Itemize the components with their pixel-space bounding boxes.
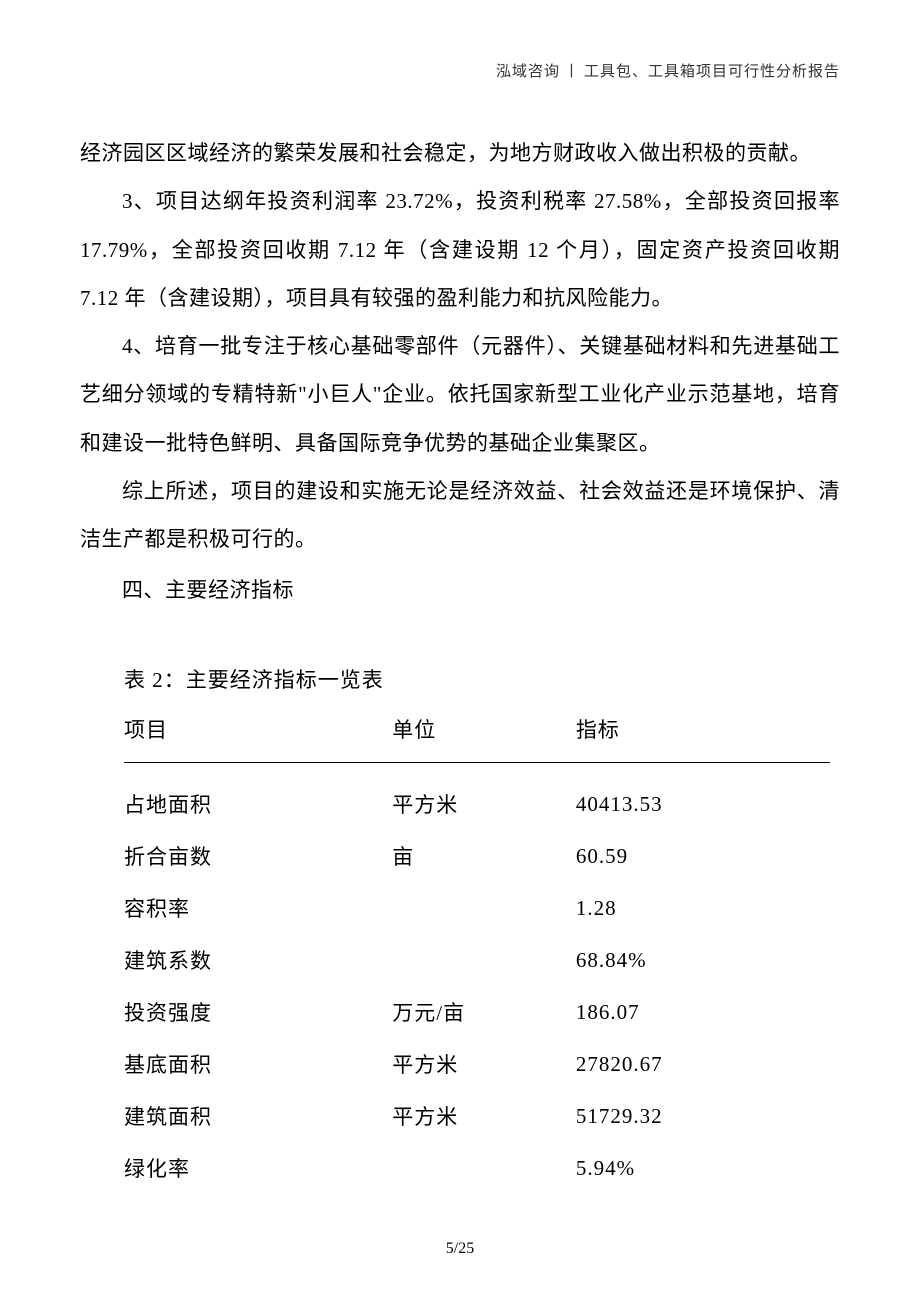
cell-item: 建筑系数 xyxy=(124,934,392,986)
table-row: 建筑系数 68.84% xyxy=(124,934,830,986)
cell-item: 容积率 xyxy=(124,882,392,934)
cell-item: 基底面积 xyxy=(124,1038,392,1090)
cell-unit xyxy=(392,882,576,934)
table-body: 占地面积 平方米 40413.53 折合亩数 亩 60.59 容积率 1.28 … xyxy=(124,763,830,1195)
document-page: 泓域咨询丨工具包、工具箱项目可行性分析报告 经济园区区域经济的繁荣发展和社会稳定… xyxy=(0,0,920,1302)
cell-item: 绿化率 xyxy=(124,1142,392,1194)
cell-value: 27820.67 xyxy=(576,1038,830,1090)
cell-unit xyxy=(392,934,576,986)
cell-item: 折合亩数 xyxy=(124,830,392,882)
col-header-item: 项目 xyxy=(124,704,392,763)
col-header-unit: 单位 xyxy=(392,704,576,763)
table-caption: 表 2：主要经济指标一览表 xyxy=(124,656,830,704)
page-footer: 5/25 xyxy=(0,1240,920,1258)
page-total: 25 xyxy=(458,1240,474,1257)
table-row: 投资强度 万元/亩 186.07 xyxy=(124,986,830,1038)
header-doc-title: 工具包、工具箱项目可行性分析报告 xyxy=(584,64,840,80)
header-company: 泓域咨询 xyxy=(496,64,560,80)
table-header-row: 项目 单位 指标 xyxy=(124,704,830,763)
table-row: 建筑面积 平方米 51729.32 xyxy=(124,1090,830,1142)
cell-item: 投资强度 xyxy=(124,986,392,1038)
page-number: 5 xyxy=(446,1240,454,1257)
cell-item: 占地面积 xyxy=(124,763,392,831)
table-row: 占地面积 平方米 40413.53 xyxy=(124,763,830,831)
cell-value: 60.59 xyxy=(576,830,830,882)
paragraph-continuation: 经济园区区域经济的繁荣发展和社会稳定，为地方财政收入做出积极的贡献。 xyxy=(80,129,840,177)
paragraph-3: 3、项目达纲年投资利润率 23.72%，投资利税率 27.58%，全部投资回报率… xyxy=(80,177,840,322)
cell-unit: 万元/亩 xyxy=(392,986,576,1038)
table-row: 基底面积 平方米 27820.67 xyxy=(124,1038,830,1090)
cell-value: 1.28 xyxy=(576,882,830,934)
col-header-value: 指标 xyxy=(576,704,830,763)
cell-value: 40413.53 xyxy=(576,763,830,831)
header-separator: 丨 xyxy=(564,64,580,80)
table-row: 绿化率 5.94% xyxy=(124,1142,830,1194)
cell-value: 68.84% xyxy=(576,934,830,986)
paragraph-summary: 综上所述，项目的建设和实施无论是经济效益、社会效益还是环境保护、清洁生产都是积极… xyxy=(80,467,840,564)
cell-value: 5.94% xyxy=(576,1142,830,1194)
cell-value: 186.07 xyxy=(576,986,830,1038)
page-header: 泓域咨询丨工具包、工具箱项目可行性分析报告 xyxy=(80,60,840,81)
cell-unit xyxy=(392,1142,576,1194)
economic-indicators-block: 表 2：主要经济指标一览表 项目 单位 指标 占地面积 平方米 40413.53… xyxy=(124,656,830,1194)
cell-unit: 亩 xyxy=(392,830,576,882)
cell-unit: 平方米 xyxy=(392,1090,576,1142)
cell-unit: 平方米 xyxy=(392,1038,576,1090)
cell-item: 建筑面积 xyxy=(124,1090,392,1142)
cell-value: 51729.32 xyxy=(576,1090,830,1142)
section-heading: 四、主要经济指标 xyxy=(80,566,840,614)
table-row: 容积率 1.28 xyxy=(124,882,830,934)
paragraph-4: 4、培育一批专注于核心基础零部件（元器件）、关键基础材料和先进基础工艺细分领域的… xyxy=(80,322,840,467)
table-row: 折合亩数 亩 60.59 xyxy=(124,830,830,882)
economic-indicators-table: 项目 单位 指标 占地面积 平方米 40413.53 折合亩数 亩 60.59 … xyxy=(124,704,830,1194)
cell-unit: 平方米 xyxy=(392,763,576,831)
body-text: 经济园区区域经济的繁荣发展和社会稳定，为地方财政收入做出积极的贡献。 3、项目达… xyxy=(80,129,840,614)
